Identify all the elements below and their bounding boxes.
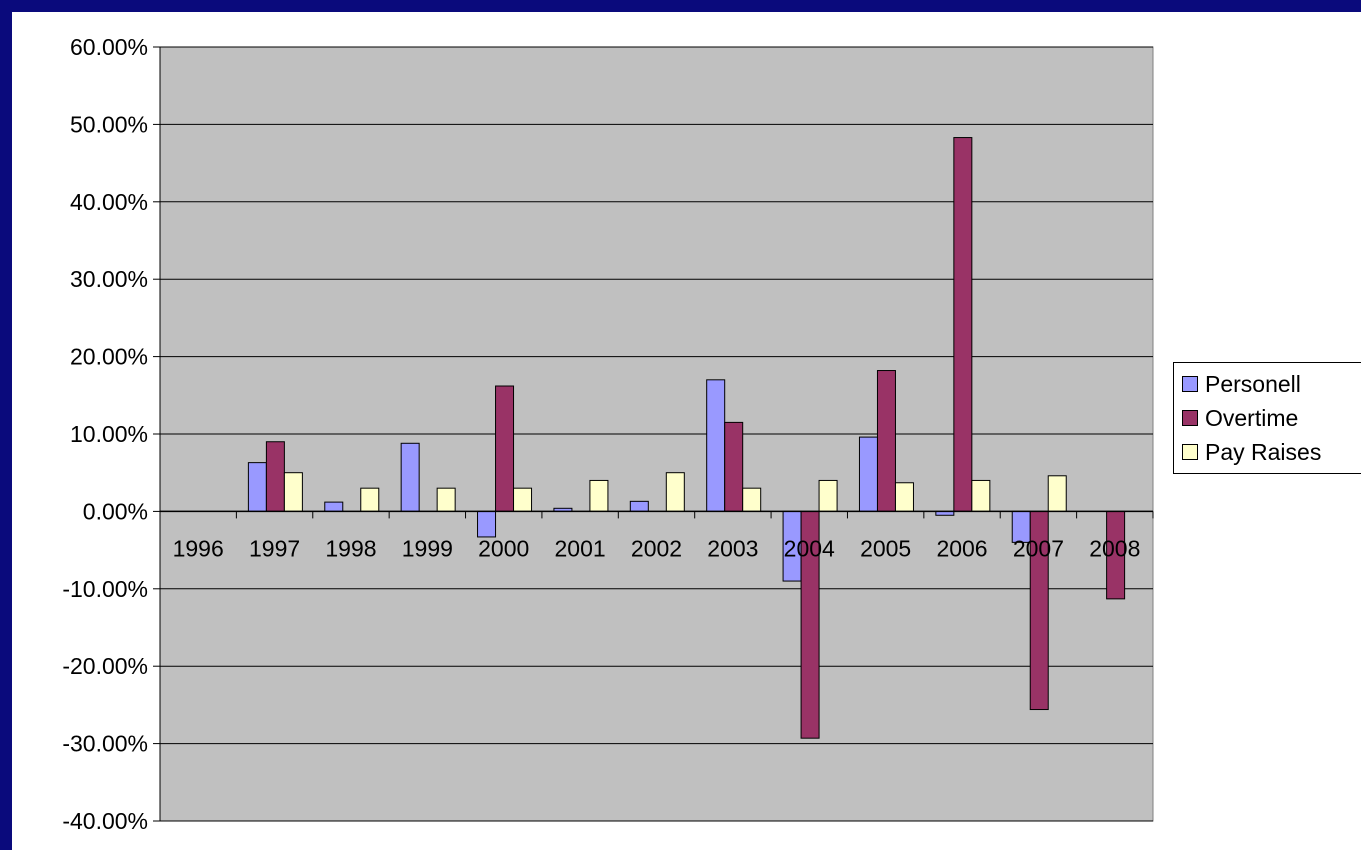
bar-personell-1998: [324, 501, 344, 512]
y-tick-label: -40.00%: [62, 808, 148, 834]
bar-overtime-1997: [265, 441, 285, 512]
bar-overtime-2003: [724, 421, 744, 512]
legend-swatch-personell: [1182, 376, 1198, 392]
legend-label-personell: Personell: [1205, 370, 1301, 397]
legend-item-pay-raises: Pay Raises: [1182, 435, 1361, 469]
bar-pay-raises-2005: [894, 482, 914, 512]
chart-area: 60.00% 50.00% 40.00% 30.00% 20.00% 10.00% 0.00…: [12, 12, 1361, 850]
legend-swatch-pay-raises: [1182, 444, 1198, 460]
bar-personell-2003: [706, 379, 726, 512]
x-tick-label-1996: 1996: [173, 535, 224, 561]
x-tick-label-1998: 1998: [325, 535, 376, 561]
y-tick-label: 30.00%: [70, 266, 148, 292]
y-tick-label: -20.00%: [62, 653, 148, 679]
bar-chart: 60.00% 50.00% 40.00% 30.00% 20.00% 10.00% 0.00…: [62, 34, 1154, 834]
y-tick-label: 0.00%: [83, 498, 148, 524]
bar-personell-1999: [400, 442, 420, 512]
bar-pay-raises-2007: [1047, 475, 1067, 512]
x-tick-label-2000: 2000: [478, 535, 529, 561]
y-tick-label: -10.00%: [62, 576, 148, 602]
bar-pay-raises-2006: [971, 479, 991, 512]
y-tick-label: -30.00%: [62, 731, 148, 757]
bar-personell-2002: [629, 500, 649, 512]
y-tick-label: 50.00%: [70, 111, 148, 137]
x-tick-label-1997: 1997: [249, 535, 300, 561]
bar-pay-raises-2004: [818, 479, 838, 512]
bar-personell-2000: [477, 510, 497, 538]
y-tick-label: 20.00%: [70, 344, 148, 370]
x-tick-label-2002: 2002: [631, 535, 682, 561]
bar-personell-2005: [858, 436, 878, 512]
legend-item-overtime: Overtime: [1182, 401, 1361, 435]
bar-pay-raises-1999: [436, 487, 456, 512]
legend-label-pay-raises: Pay Raises: [1205, 438, 1322, 465]
x-tick-label-2006: 2006: [936, 535, 987, 561]
legend-swatch-overtime: [1182, 410, 1198, 426]
x-tick-label-2001: 2001: [555, 535, 606, 561]
bar-pay-raises-2000: [513, 487, 533, 512]
bar-pay-raises-2001: [589, 479, 609, 512]
y-tick-label: 60.00%: [70, 34, 148, 60]
x-tick-label-2007: 2007: [1013, 535, 1064, 561]
x-tick-label-2003: 2003: [707, 535, 758, 561]
bar-overtime-2005: [876, 370, 896, 512]
bar-pay-raises-1998: [360, 487, 380, 512]
bar-pay-raises-2003: [742, 487, 762, 512]
x-tick-label-1999: 1999: [402, 535, 453, 561]
bar-overtime-2006: [953, 137, 973, 512]
y-tick-label: 40.00%: [70, 189, 148, 215]
bar-personell-1997: [247, 462, 267, 512]
x-tick-label-2004: 2004: [784, 535, 835, 561]
x-tick-label-2005: 2005: [860, 535, 911, 561]
y-tick-label: 10.00%: [70, 421, 148, 447]
legend-label-overtime: Overtime: [1205, 404, 1299, 431]
bar-pay-raises-1997: [283, 472, 303, 512]
x-tick-label-2008: 2008: [1089, 535, 1140, 561]
chart-legend: Personell Overtime Pay Raises: [1173, 362, 1361, 474]
bar-overtime-2000: [495, 385, 515, 512]
bar-pay-raises-2002: [665, 472, 685, 512]
legend-item-personell: Personell: [1182, 367, 1361, 401]
